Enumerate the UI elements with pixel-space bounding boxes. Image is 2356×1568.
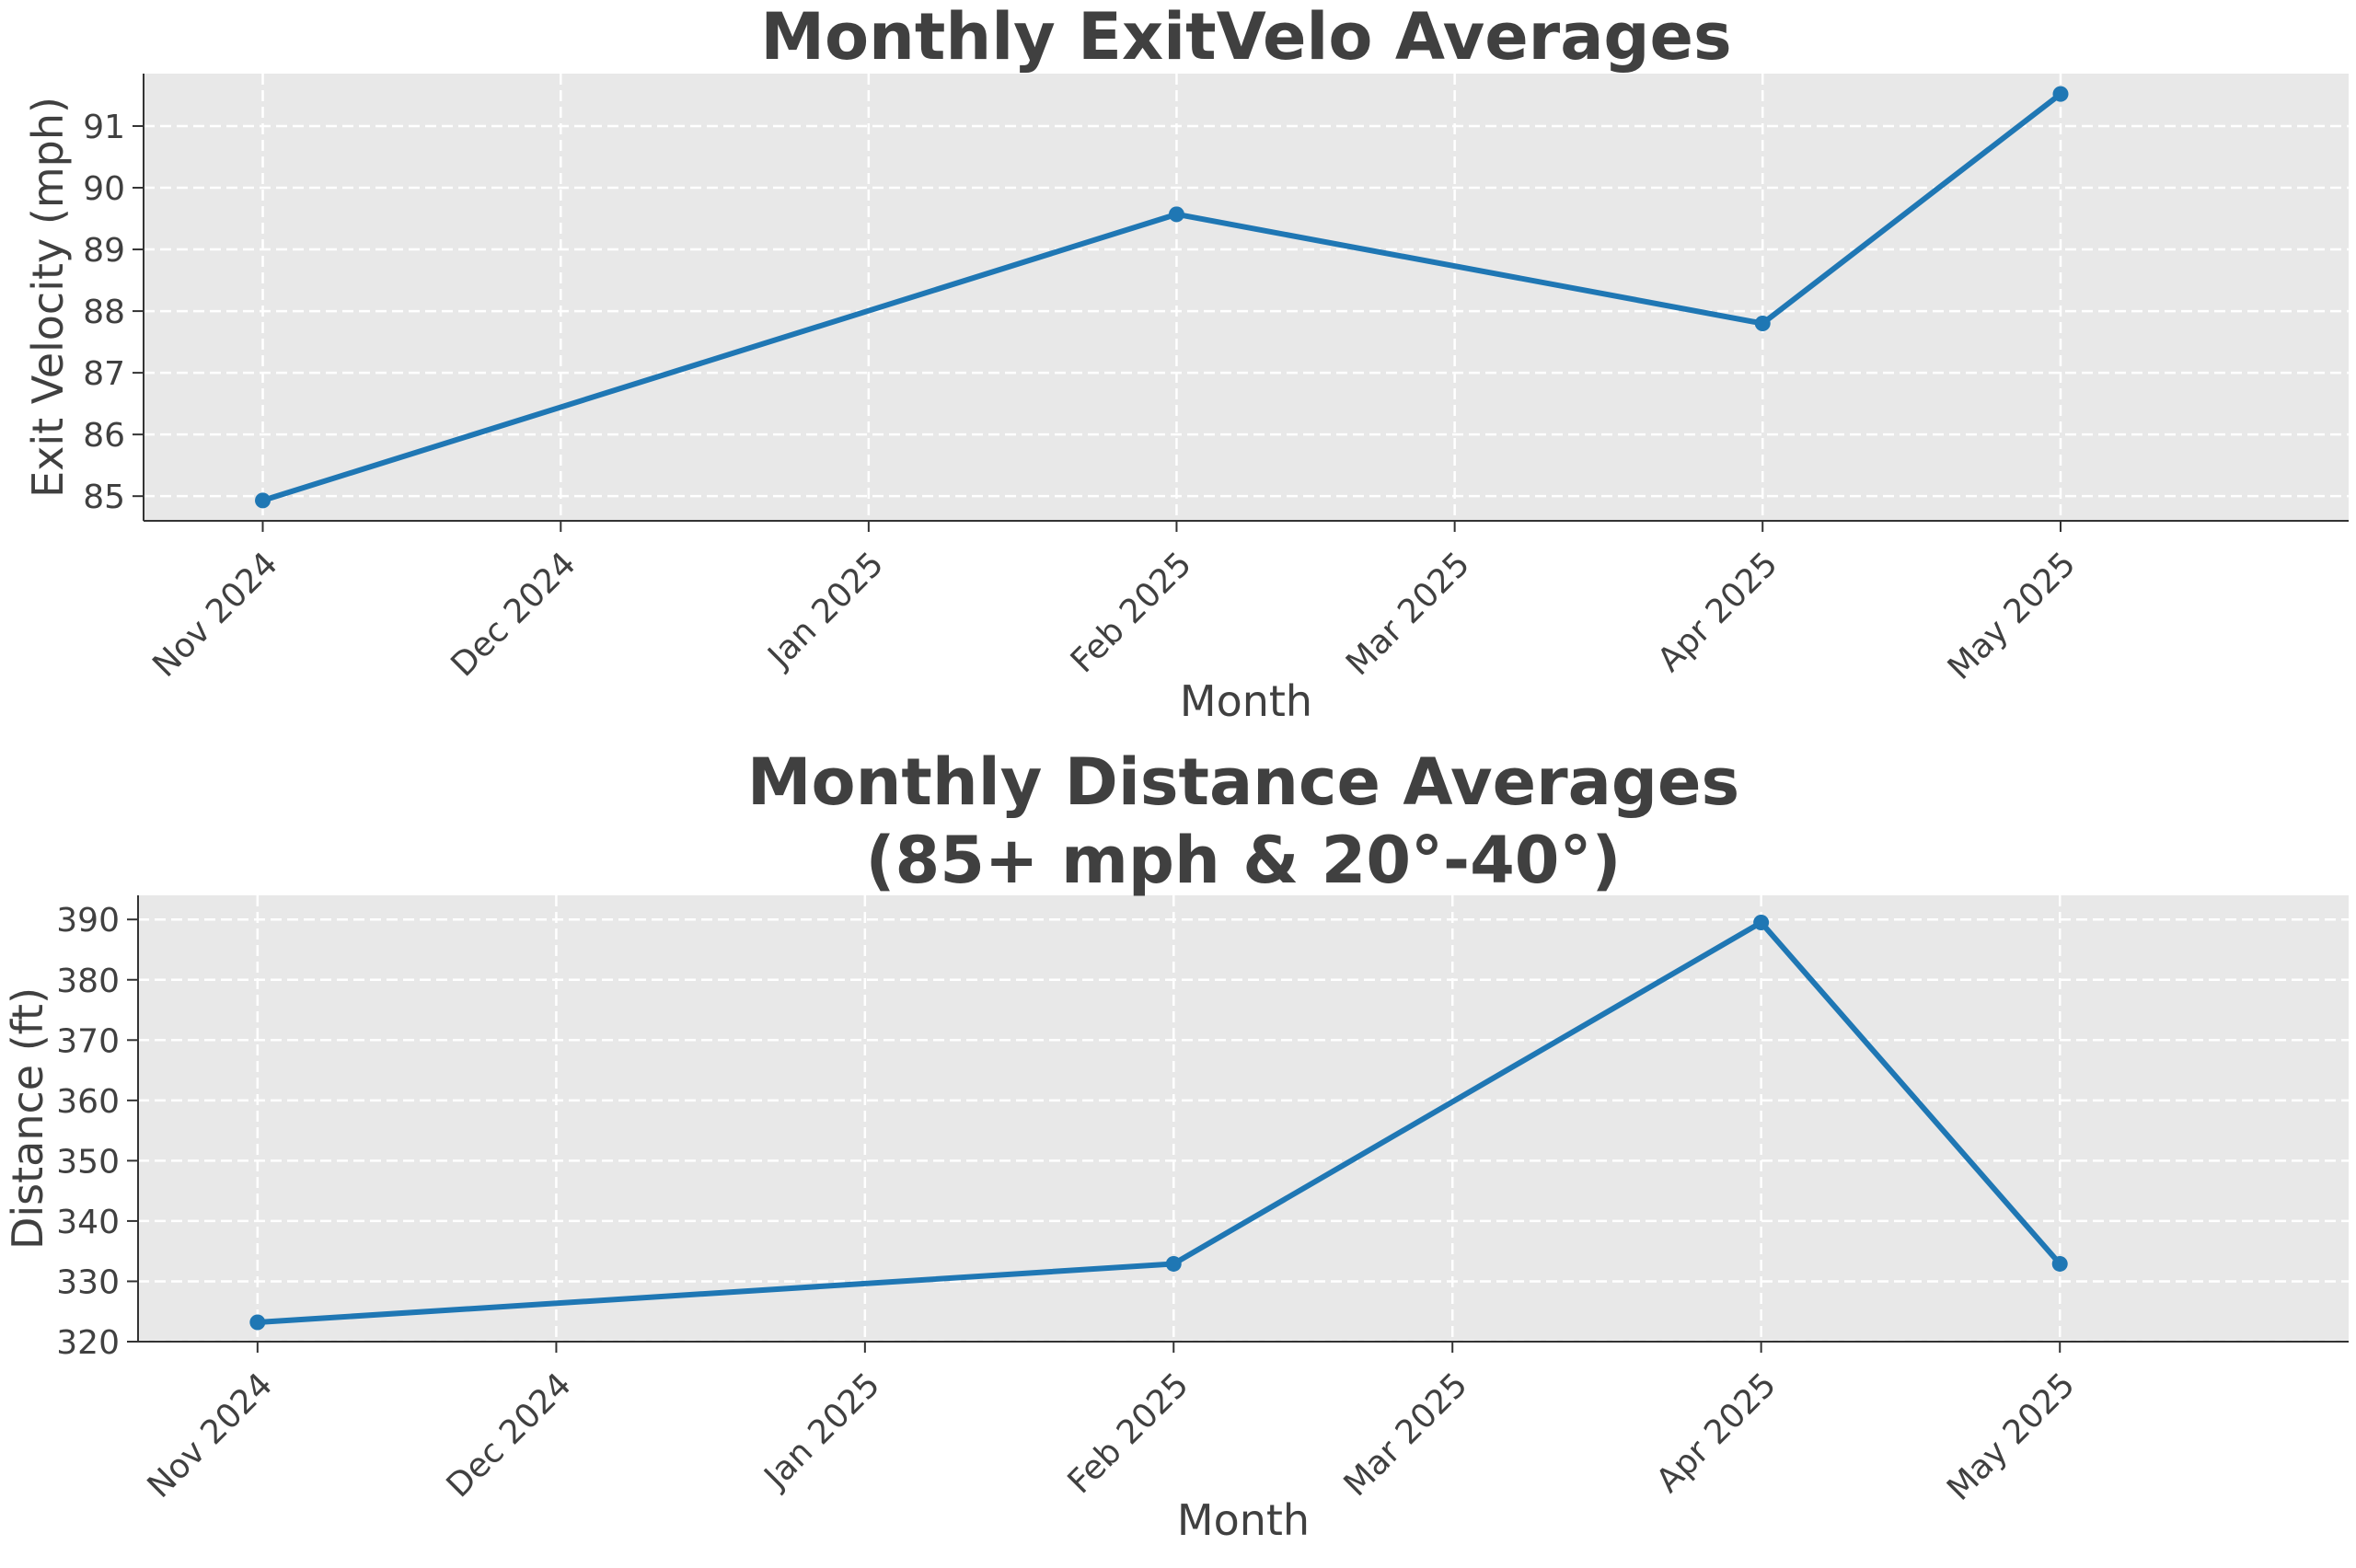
x-tick-label: Feb 2025 bbox=[1064, 545, 1199, 680]
y-axis-label: Exit Velocity (mph) bbox=[23, 97, 73, 498]
y-tick-label: 89 bbox=[83, 232, 125, 270]
data-point bbox=[2052, 86, 2069, 102]
series-line bbox=[260, 91, 2064, 503]
data-point bbox=[1168, 206, 1184, 223]
y-tick-label: 87 bbox=[83, 355, 125, 393]
x-tick-label: Feb 2025 bbox=[1061, 1366, 1196, 1501]
chart-title: Monthly ExitVelo Averages bbox=[760, 0, 1731, 75]
x-axis-label: Month bbox=[1180, 676, 1312, 726]
x-tick-label: Jan 2025 bbox=[760, 545, 892, 676]
plot-area bbox=[144, 74, 2349, 521]
data-point bbox=[1753, 914, 1770, 930]
y-tick-label: 350 bbox=[56, 1143, 120, 1181]
x-tick-label: Dec 2024 bbox=[440, 1366, 579, 1505]
data-point bbox=[2051, 1255, 2068, 1272]
y-tick-label: 88 bbox=[83, 294, 125, 331]
y-tick-label: 370 bbox=[56, 1022, 120, 1060]
y-tick-label: 340 bbox=[56, 1204, 120, 1241]
chart-2: 320 330 340 350 360 370 380 390 Nov 2024 Dec 2024… bbox=[3, 744, 2349, 1545]
y-tick-label: 380 bbox=[56, 963, 120, 1000]
y-tick-label: 330 bbox=[56, 1263, 120, 1301]
series-line bbox=[254, 919, 2063, 1326]
y-axis-label: Distance (ft) bbox=[3, 987, 52, 1250]
y-tick-label: 390 bbox=[56, 902, 120, 940]
data-point bbox=[255, 492, 271, 509]
x-tick-label: Apr 2025 bbox=[1649, 1366, 1784, 1500]
x-tick-label: Jan 2025 bbox=[756, 1366, 888, 1497]
data-point bbox=[1165, 1255, 1182, 1272]
y-tick-label: 86 bbox=[83, 417, 125, 455]
x-axis-label: Month bbox=[1177, 1495, 1310, 1545]
plot-area bbox=[138, 895, 2349, 1342]
data-point bbox=[249, 1314, 266, 1331]
y-tick-label: 90 bbox=[83, 170, 125, 208]
y-tick-label: 320 bbox=[56, 1324, 120, 1362]
chart-1: 85 86 87 88 89 90 91 Nov 2024 Dec 2024 Jan 2025 Fe… bbox=[23, 0, 2349, 726]
x-tick-label: Mar 2025 bbox=[1339, 545, 1477, 683]
data-point bbox=[1754, 315, 1771, 331]
chart-title: (85+ mph & 20°-40°) bbox=[866, 823, 1622, 898]
x-tick-label: Dec 2024 bbox=[445, 545, 583, 684]
x-tick-label: Nov 2024 bbox=[141, 1366, 281, 1505]
x-tick-label: Mar 2025 bbox=[1337, 1366, 1475, 1504]
x-tick-label: May 2025 bbox=[1941, 545, 2084, 687]
x-tick-label: Nov 2024 bbox=[145, 545, 285, 685]
y-tick-label: 360 bbox=[56, 1083, 120, 1121]
chart-title: Monthly Distance Averages bbox=[747, 744, 1739, 820]
y-tick-label: 91 bbox=[83, 109, 125, 146]
x-tick-label: Apr 2025 bbox=[1651, 545, 1785, 679]
x-tick-label: May 2025 bbox=[1940, 1366, 2083, 1508]
y-tick-label: 85 bbox=[83, 478, 125, 516]
